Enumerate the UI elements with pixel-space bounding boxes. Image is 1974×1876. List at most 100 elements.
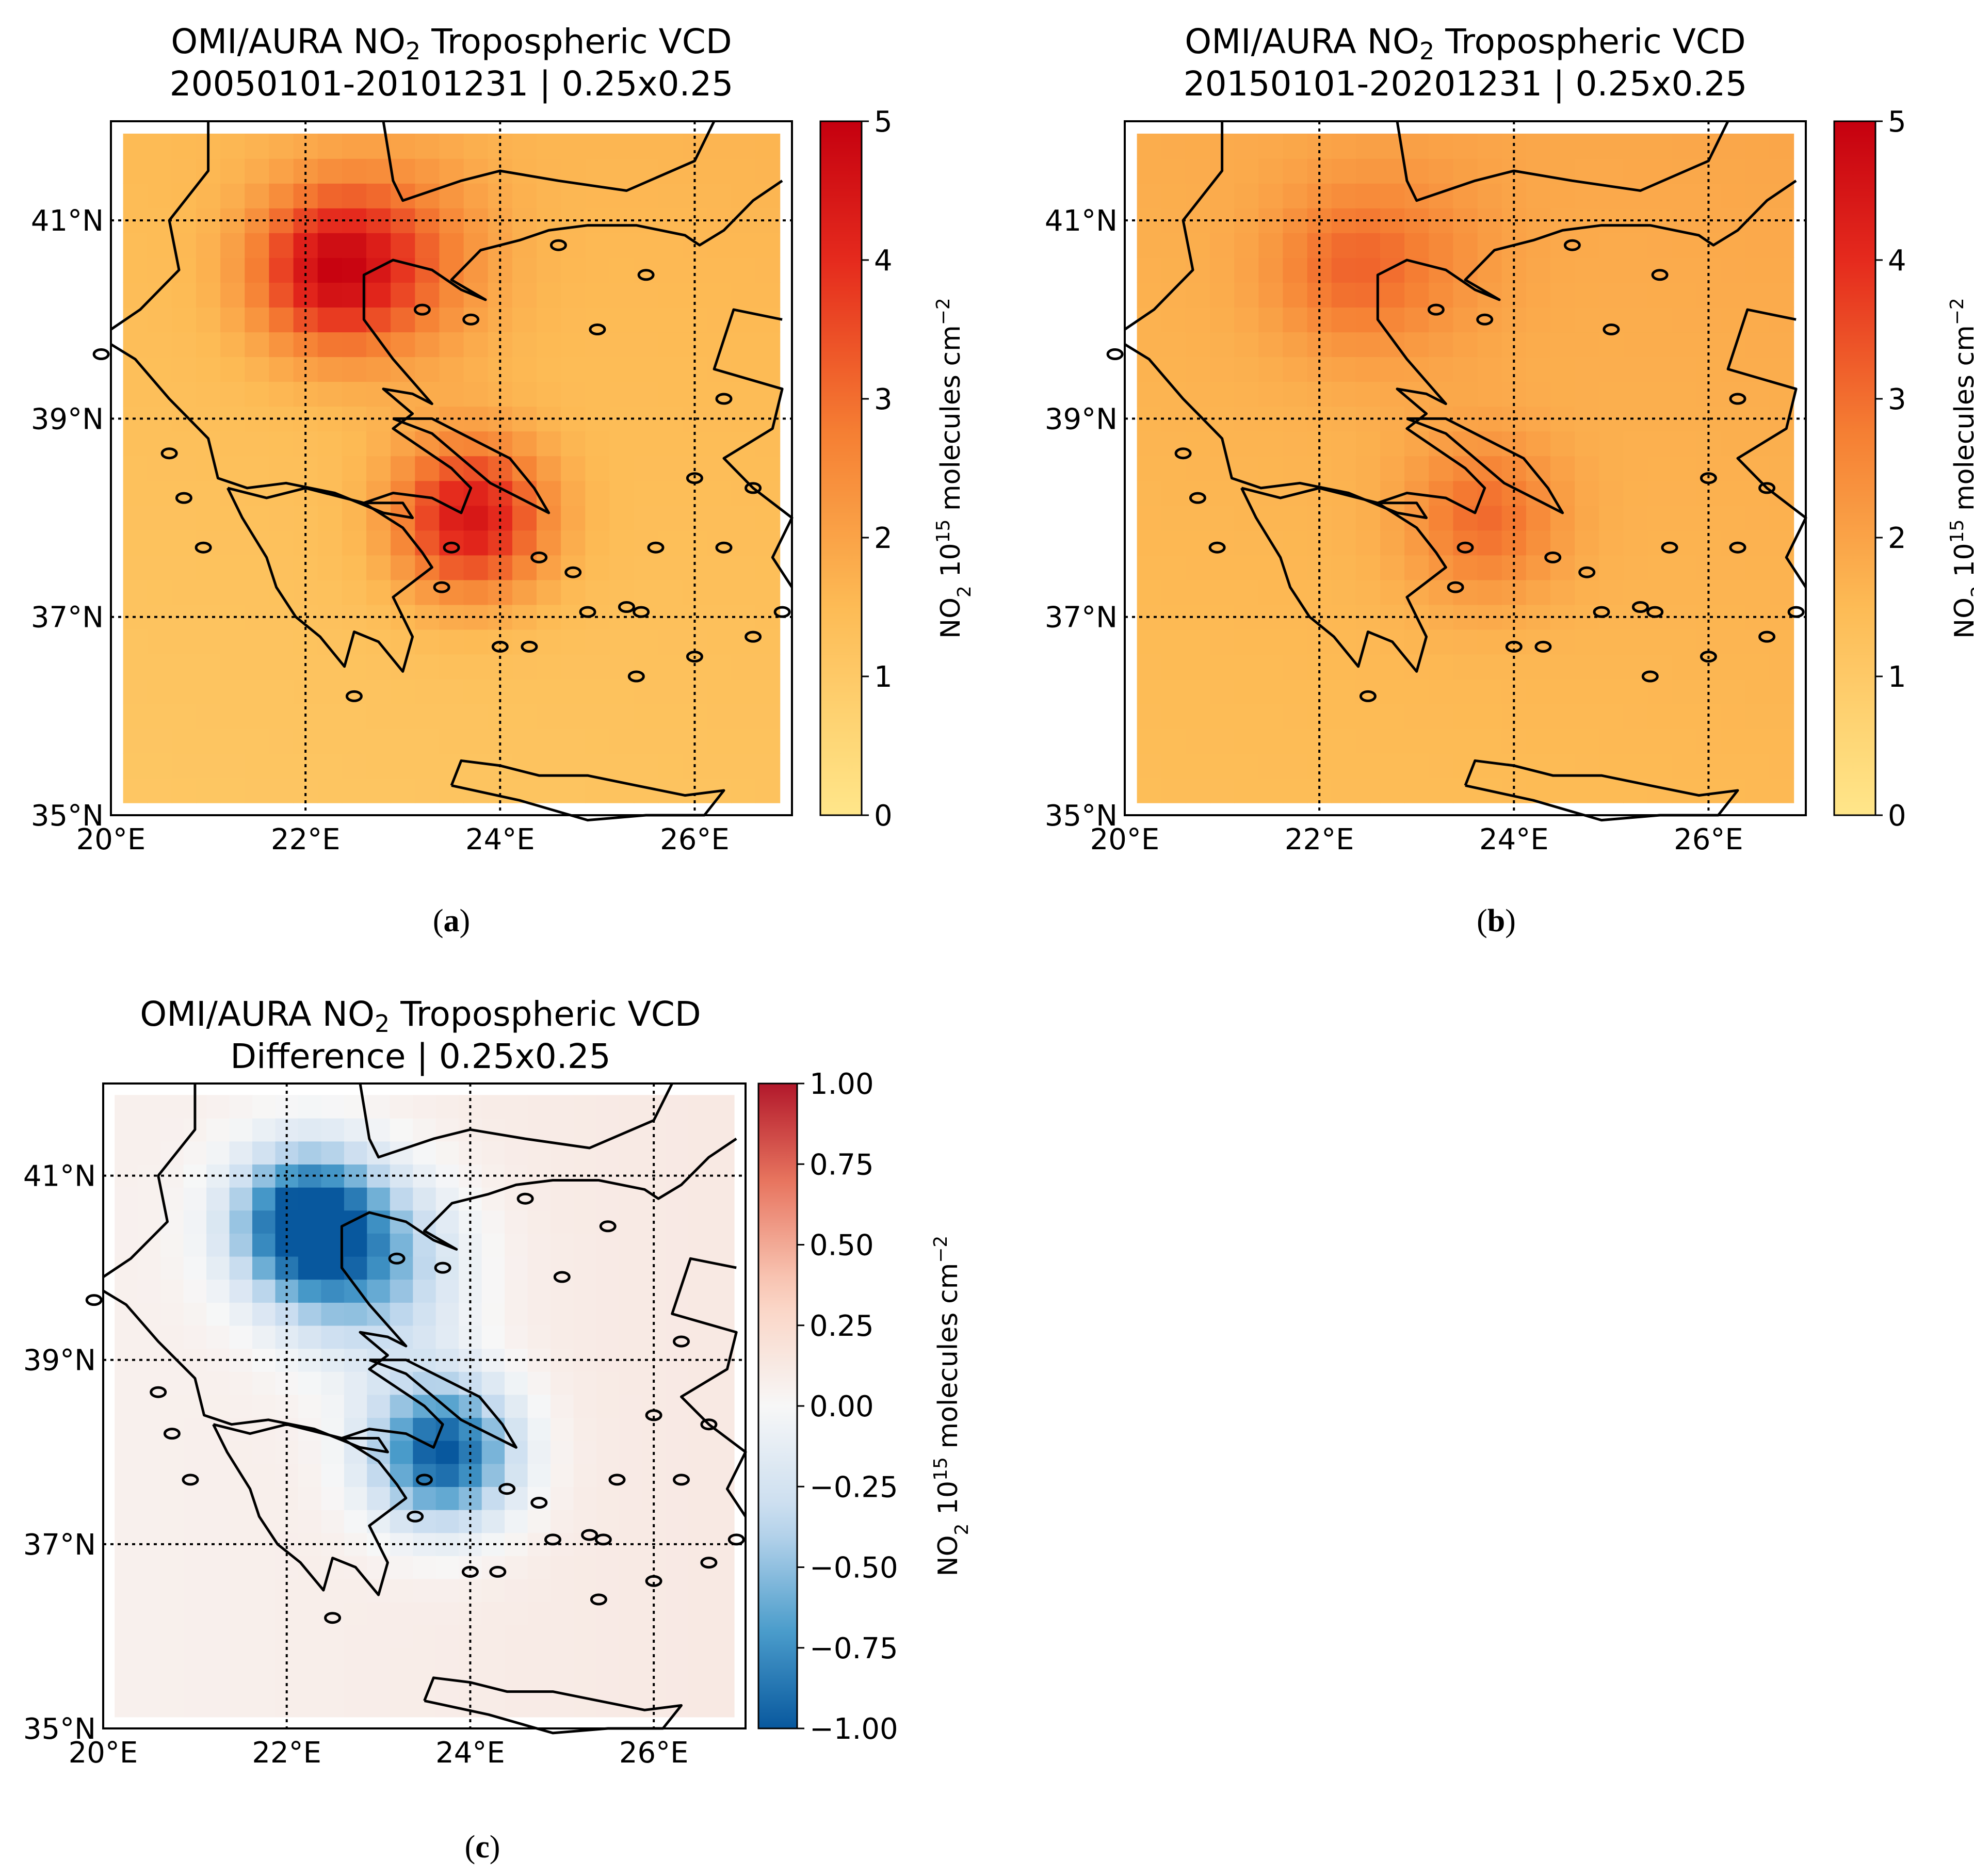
heatmap-cell (512, 703, 537, 729)
heatmap-cell (439, 307, 464, 333)
heatmap-cell (171, 307, 197, 333)
heatmap-cell (147, 332, 172, 358)
heatmap-cell (1769, 357, 1794, 382)
heatmap-cell (1526, 728, 1551, 754)
heatmap-cell (1355, 505, 1381, 531)
heatmap-cell (1234, 158, 1259, 184)
heatmap-cell (298, 1141, 322, 1165)
heatmap-cell (1550, 381, 1575, 407)
heatmap-cell (755, 456, 781, 481)
panel-b-caption: (b) (1477, 903, 1516, 939)
heatmap-cell (609, 431, 635, 457)
heatmap-cell (269, 778, 294, 803)
heatmap-cell (1355, 183, 1381, 208)
heatmap-cell (551, 1556, 574, 1579)
heatmap-cell (711, 1441, 735, 1464)
heatmap-cell (642, 1509, 666, 1533)
heatmap-cell (1210, 753, 1235, 779)
heatmap-cell (1210, 728, 1235, 754)
heatmap-cell (317, 307, 343, 333)
heatmap-cell (609, 257, 635, 283)
island (530, 551, 548, 563)
island (1208, 541, 1226, 554)
heatmap-cell (344, 1302, 368, 1326)
heatmap-cell (147, 728, 172, 754)
heatmap-cell (1623, 307, 1648, 333)
heatmap-cell (1355, 134, 1381, 159)
heatmap-cell (298, 1625, 322, 1648)
heatmap-cell (298, 1671, 322, 1694)
heatmap-cell (317, 431, 343, 457)
heatmap-cell (665, 1394, 689, 1418)
heatmap-cell (551, 1279, 574, 1303)
heatmap-cell (505, 1694, 528, 1718)
heatmap-cell (342, 406, 367, 432)
heatmap-cell (1161, 282, 1186, 308)
heatmap-cell (1599, 431, 1624, 457)
heatmap-cell (1283, 530, 1308, 556)
heatmap-cell (537, 406, 561, 432)
heatmap-cell (1769, 332, 1794, 358)
coastline (102, 1138, 737, 1453)
heatmap-cell (665, 1095, 689, 1119)
heatmap-cell (344, 1463, 368, 1487)
heatmap-cell (1672, 307, 1697, 333)
heatmap-cell (1380, 158, 1405, 184)
heatmap-cell (459, 1256, 482, 1280)
heatmap-cell (206, 1141, 230, 1165)
heatmap-cell (415, 629, 440, 655)
heatmap-cell (115, 1417, 138, 1441)
heatmap-cell (1745, 233, 1770, 258)
heatmap-cell (1283, 505, 1308, 531)
heatmap-cell (1672, 282, 1697, 308)
heatmap-cell (1137, 134, 1162, 159)
lat-tick-label: 39°N (1045, 402, 1118, 436)
heatmap-cell (123, 579, 148, 605)
heatmap-cell (688, 1348, 712, 1372)
heatmap-cell (707, 703, 732, 729)
heatmap-cell (367, 1694, 391, 1718)
heatmap-cell (206, 1279, 230, 1303)
heatmap-cell (220, 555, 245, 580)
heatmap-cell (415, 381, 440, 407)
heatmap-cell (619, 1625, 643, 1648)
island (1457, 541, 1474, 554)
colorbar-tick-label: 0 (1888, 799, 1906, 833)
heatmap-cell (1526, 332, 1551, 358)
heatmap-cell (619, 1417, 643, 1441)
island (700, 1557, 718, 1569)
heatmap-cell (527, 1210, 551, 1234)
panel-a-gridlines (111, 121, 792, 815)
heatmap-cell (390, 1647, 414, 1672)
heatmap-cell (344, 1625, 368, 1648)
heatmap-cell (390, 1279, 414, 1303)
heatmap-cell (459, 1394, 482, 1418)
heatmap-cell (1575, 480, 1599, 506)
heatmap-cell (1647, 703, 1673, 729)
heatmap-cell (1429, 678, 1454, 704)
heatmap-cell (1380, 357, 1405, 382)
heatmap-cell (755, 332, 781, 358)
heatmap-cell (527, 1233, 551, 1257)
heatmap-cell (561, 629, 586, 655)
heatmap-cell (342, 579, 367, 605)
heatmap-cell (390, 1302, 414, 1326)
heatmap-cell (183, 1417, 207, 1441)
heatmap-cell (160, 1118, 184, 1142)
heatmap-cell (275, 1647, 299, 1672)
heatmap-cell (435, 1095, 459, 1119)
heatmap-cell (1355, 381, 1381, 407)
heatmap-cell (317, 579, 343, 605)
heatmap-cell (220, 629, 245, 655)
heatmap-cell (1137, 158, 1162, 184)
heatmap-cell (1623, 381, 1648, 407)
heatmap-cell (1404, 530, 1429, 556)
heatmap-cell (585, 579, 610, 605)
heatmap-cell (342, 703, 367, 729)
heatmap-cell (1623, 183, 1648, 208)
heatmap-cell (1599, 158, 1624, 184)
heatmap-cell (585, 555, 610, 580)
heatmap-cell (596, 1578, 620, 1603)
heatmap-cell (658, 183, 683, 208)
heatmap-cell (505, 1233, 528, 1257)
